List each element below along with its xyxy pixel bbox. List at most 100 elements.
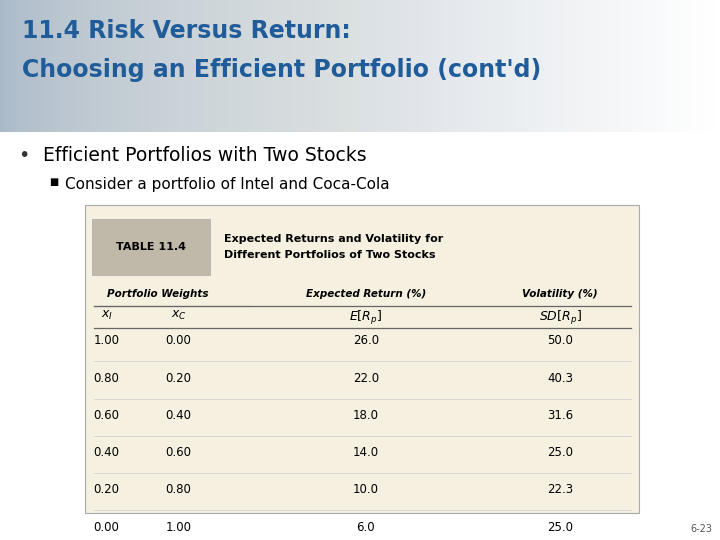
Bar	[99, 0, 101, 132]
Bar	[261, 0, 263, 132]
Bar	[531, 0, 533, 132]
Bar	[688, 0, 690, 132]
Bar	[702, 0, 703, 132]
Bar	[325, 0, 328, 132]
Bar	[158, 0, 161, 132]
Bar	[533, 0, 534, 132]
Bar	[711, 0, 713, 132]
Bar	[612, 0, 613, 132]
Bar	[258, 0, 259, 132]
Bar	[374, 0, 376, 132]
Bar	[346, 0, 347, 132]
Bar	[670, 0, 671, 132]
Bar	[610, 0, 612, 132]
Bar	[180, 0, 181, 132]
Bar	[647, 0, 648, 132]
Text: 0.20: 0.20	[94, 483, 120, 496]
Bar	[457, 0, 459, 132]
Bar	[513, 0, 515, 132]
Bar	[292, 0, 294, 132]
Bar	[572, 0, 575, 132]
Bar	[634, 0, 635, 132]
Bar	[166, 0, 167, 132]
Bar	[223, 0, 225, 132]
Bar	[73, 0, 76, 132]
Bar	[621, 0, 623, 132]
Bar	[713, 0, 714, 132]
Bar	[490, 0, 491, 132]
Bar	[13, 0, 14, 132]
Bar	[209, 0, 210, 132]
Bar	[690, 0, 691, 132]
Bar	[30, 0, 32, 132]
Bar	[373, 0, 374, 132]
Bar	[671, 0, 673, 132]
Bar	[20, 0, 22, 132]
Bar	[337, 0, 338, 132]
Bar	[281, 0, 283, 132]
Bar	[527, 0, 529, 132]
Bar	[706, 0, 707, 132]
Bar	[268, 0, 270, 132]
Bar	[583, 0, 585, 132]
Bar	[418, 0, 419, 132]
Bar	[101, 0, 103, 132]
Text: 25.0: 25.0	[547, 446, 573, 459]
Bar	[603, 0, 605, 132]
Bar	[716, 0, 718, 132]
Bar	[308, 0, 310, 132]
Bar	[138, 0, 140, 132]
Bar	[176, 0, 179, 132]
Bar	[380, 0, 382, 132]
Bar	[474, 0, 475, 132]
Bar	[58, 0, 60, 132]
Bar	[462, 0, 464, 132]
Bar	[397, 0, 400, 132]
Bar	[529, 0, 531, 132]
Bar	[122, 0, 125, 132]
Bar	[685, 0, 688, 132]
Bar	[0, 132, 720, 540]
Bar	[510, 0, 511, 132]
Bar	[365, 0, 367, 132]
Bar	[367, 0, 369, 132]
Bar	[222, 0, 223, 132]
Text: 0.80: 0.80	[94, 372, 120, 384]
Bar	[421, 0, 423, 132]
Bar	[700, 0, 702, 132]
Text: Volatility (%): Volatility (%)	[522, 289, 598, 299]
Text: 22.3: 22.3	[547, 483, 573, 496]
Bar	[117, 0, 119, 132]
Bar	[522, 0, 523, 132]
Text: 22.0: 22.0	[353, 372, 379, 384]
Bar	[109, 0, 112, 132]
Bar	[297, 0, 299, 132]
Bar	[9, 0, 11, 132]
Bar	[324, 0, 325, 132]
Bar	[630, 0, 632, 132]
Bar	[679, 0, 680, 132]
Bar	[203, 0, 205, 132]
Bar	[361, 0, 364, 132]
Bar	[426, 0, 428, 132]
Bar	[313, 0, 315, 132]
Bar	[697, 0, 698, 132]
Bar	[655, 0, 657, 132]
Bar	[665, 0, 666, 132]
Bar	[220, 0, 222, 132]
Bar	[333, 0, 335, 132]
Text: 0.00: 0.00	[94, 521, 120, 534]
Bar	[253, 0, 256, 132]
Bar	[668, 0, 670, 132]
Bar	[252, 0, 253, 132]
Bar	[539, 0, 540, 132]
Bar	[310, 0, 312, 132]
Bar	[598, 0, 599, 132]
Bar	[47, 0, 49, 132]
Bar	[272, 0, 274, 132]
Bar	[590, 0, 593, 132]
Bar	[425, 0, 426, 132]
Bar	[433, 0, 436, 132]
Bar	[335, 0, 337, 132]
Bar	[585, 0, 587, 132]
